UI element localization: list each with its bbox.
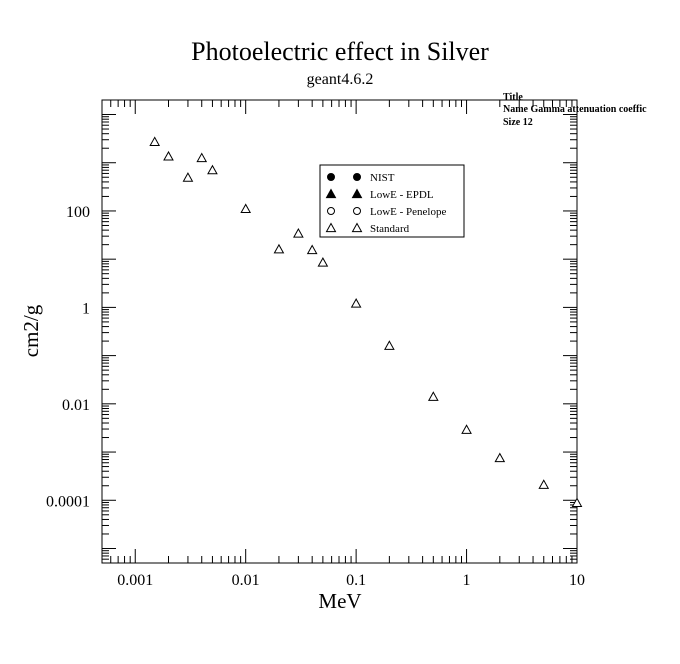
x-tick-labels: 0.001 0.01 0.1 1 10 [117,572,585,589]
x-axis-label: MeV [318,589,361,613]
y-axis-label: cm2/g [19,304,43,357]
y-tick-label: 100 [66,204,90,221]
y-tick-label: 0.01 [62,397,90,414]
data-point [163,150,174,161]
data-point [306,244,318,255]
y-tick-labels: 100 1 0.01 0.0001 [46,204,90,510]
data-point [317,257,329,267]
legend-label: Standard [370,223,410,235]
legend-marker [327,173,335,181]
data-point [350,298,362,308]
legend-marker [351,222,363,233]
legend-items: NIST LowE - EPDL LowE - Penelope Standard [325,172,446,235]
y-tick-label: 0.0001 [46,493,90,510]
data-point [538,479,550,489]
chart-subtitle: geant4.6.2 [307,71,374,88]
chart-title: Photoelectric effect in Silver [191,37,489,66]
x-tick-label: 0.001 [117,572,153,589]
data-point [149,136,161,147]
x-tick-label: 0.01 [232,572,260,589]
axis-ticks [101,99,578,564]
x-tick-label: 0.1 [346,572,366,589]
legend-marker [353,207,361,215]
x-tick-label: 10 [569,572,585,589]
data-point [182,172,194,182]
data-point [273,243,285,254]
legend-marker [327,207,335,215]
data-points [149,136,583,508]
legend-box [319,164,465,238]
legend-marker [325,188,337,199]
legend-marker [325,222,337,233]
legend-label: LowE - EPDL [370,189,434,201]
data-point [427,391,439,401]
legend: NIST LowE - EPDL LowE - Penelope Standard [319,164,465,238]
stats-line-title: Title [503,92,523,103]
data-point [384,340,395,350]
stats-line-name: Name Gamma attenuation coeffic [503,104,647,115]
stats-line-size: Size 12 [503,117,533,128]
data-point [293,228,304,238]
y-tick-label: 1 [82,300,90,317]
stats-box: Title Name Gamma attenuation coeffic Siz… [503,92,647,128]
data-point [494,452,506,463]
data-point [196,152,208,163]
legend-marker [351,188,363,199]
legend-label: NIST [370,172,395,184]
legend-label: LowE - Penelope [370,206,446,218]
data-point [240,203,252,214]
legend-marker [353,173,361,181]
data-point [207,164,218,175]
data-point [461,424,472,434]
x-tick-label: 1 [463,572,471,589]
data-point [571,497,583,508]
